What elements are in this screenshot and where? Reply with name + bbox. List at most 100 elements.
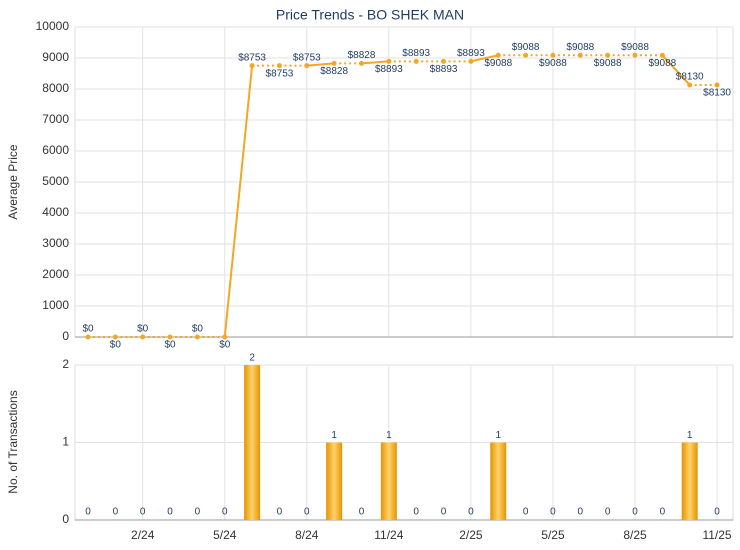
y-tick-label: 2000 — [42, 267, 69, 281]
y-tick-label: 3000 — [42, 236, 69, 250]
data-label: 0 — [578, 507, 584, 518]
line-segment — [470, 54, 499, 63]
y-tick-label: 1 — [62, 435, 69, 449]
y-tick-label: 9000 — [42, 50, 69, 64]
data-label: $0 — [219, 340, 231, 351]
x-tick-label: 2/24 — [131, 528, 155, 542]
x-tick-label: 11/24 — [374, 528, 403, 542]
bar — [490, 442, 507, 520]
x-tick-label: 11/25 — [702, 528, 731, 542]
data-label: $0 — [192, 324, 204, 335]
y-tick-label: 5000 — [42, 174, 69, 188]
y-tick-label: 0 — [62, 512, 69, 526]
point — [632, 52, 638, 58]
data-label: 0 — [605, 507, 611, 518]
point — [550, 52, 556, 58]
data-label: $8753 — [238, 52, 266, 63]
point — [359, 60, 364, 66]
data-label: $8893 — [457, 48, 485, 59]
data-label: 0 — [660, 507, 666, 518]
chart-title: Price Trends - BO SHEK MAN — [276, 7, 464, 23]
data-label: 0 — [523, 507, 529, 518]
data-label: 0 — [277, 507, 283, 518]
point — [577, 52, 583, 58]
point — [687, 82, 693, 88]
data-label: 0 — [550, 507, 556, 518]
y-tick-label: 7000 — [42, 112, 69, 126]
data-label: $8130 — [676, 72, 704, 83]
point — [659, 52, 665, 58]
x-tick-label: 8/25 — [623, 528, 647, 542]
data-label: 0 — [359, 507, 365, 518]
data-label: 2 — [249, 353, 255, 364]
data-label: $8753 — [266, 68, 294, 79]
data-label: $0 — [137, 324, 149, 335]
data-label: 0 — [468, 507, 474, 518]
y-tick-label: 10000 — [36, 19, 70, 33]
data-label: 0 — [632, 507, 638, 518]
point — [714, 82, 720, 88]
point — [85, 334, 91, 340]
bar — [326, 442, 343, 520]
data-label: 1 — [687, 430, 693, 441]
bar — [681, 442, 698, 520]
point — [605, 52, 611, 58]
point — [468, 58, 474, 64]
data-label: 0 — [167, 507, 173, 518]
data-label: 0 — [195, 507, 201, 518]
point — [140, 334, 146, 340]
y-tick-label: 4000 — [42, 205, 69, 219]
y-tick-label: 0 — [62, 329, 69, 343]
point — [413, 58, 419, 64]
data-label: $8893 — [402, 48, 430, 59]
point — [194, 334, 200, 340]
point — [167, 334, 173, 340]
data-label: $8828 — [348, 50, 376, 61]
point — [386, 58, 392, 64]
line-segment — [361, 60, 389, 65]
point — [276, 63, 282, 69]
data-label: 0 — [85, 507, 91, 518]
y-axis-title: Average Price — [6, 144, 20, 219]
data-label: $8828 — [320, 66, 348, 77]
data-label: $0 — [164, 340, 176, 351]
x-tick-label: 5/24 — [213, 528, 237, 542]
data-label: 0 — [714, 507, 720, 518]
data-label: 0 — [304, 507, 310, 518]
bar — [380, 442, 397, 520]
data-label: 0 — [222, 507, 228, 518]
x-tick-label: 5/25 — [541, 528, 565, 542]
data-label: $9088 — [512, 42, 540, 53]
data-label: $9088 — [594, 58, 622, 69]
y-tick-label: 1000 — [42, 298, 69, 312]
y-axis-title: No. of Transactions — [6, 390, 20, 493]
y-tick-label: 2 — [62, 357, 69, 371]
data-label: $0 — [110, 340, 122, 351]
point — [249, 63, 255, 69]
data-label: 1 — [386, 430, 392, 441]
data-label: 1 — [495, 430, 501, 441]
line-segment — [661, 54, 691, 86]
data-label: $8893 — [430, 64, 458, 75]
bar — [244, 365, 261, 520]
data-label: $9088 — [566, 42, 594, 53]
point — [222, 334, 228, 340]
data-label: 0 — [140, 507, 146, 518]
data-label: $8893 — [375, 64, 403, 75]
point — [495, 52, 501, 58]
data-label: $9088 — [484, 58, 512, 69]
point — [441, 58, 447, 64]
data-label: 1 — [331, 430, 337, 441]
point — [304, 63, 310, 69]
point — [331, 60, 337, 66]
line-segment — [223, 65, 254, 338]
x-tick-label: 8/24 — [295, 528, 319, 542]
data-label: $9088 — [648, 58, 676, 69]
data-label: $9088 — [539, 58, 567, 69]
point — [523, 52, 529, 58]
data-label: $0 — [82, 324, 94, 335]
line-segment — [306, 62, 335, 67]
point — [112, 334, 118, 340]
y-tick-label: 8000 — [42, 81, 69, 95]
